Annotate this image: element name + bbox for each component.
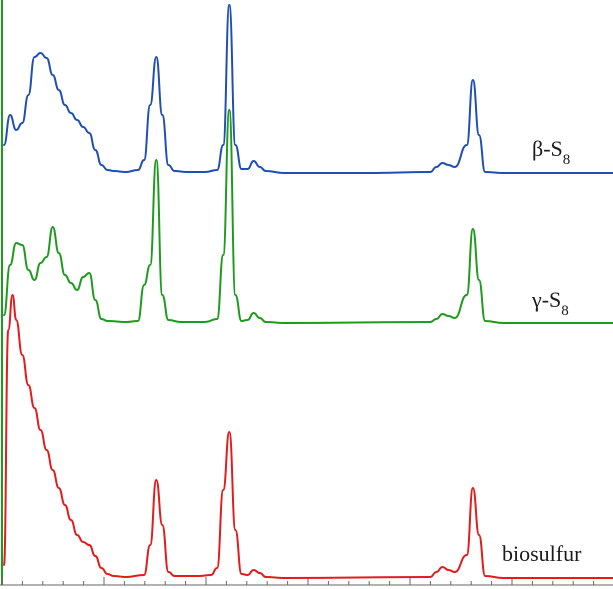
series-line-gamma-s8: [3, 109, 613, 324]
series-label-biosulfur: biosulfur: [502, 541, 582, 566]
series-layer: [3, 4, 613, 579]
series-line-beta-s8: [3, 4, 613, 175]
series-label-gamma-s8: γ-S8: [531, 287, 569, 319]
series-label-layer: β-S8 γ-S8 biosulfur: [502, 136, 582, 566]
series-label-beta-s8: β-S8: [532, 136, 570, 168]
series-line-biosulfur: [3, 294, 613, 579]
